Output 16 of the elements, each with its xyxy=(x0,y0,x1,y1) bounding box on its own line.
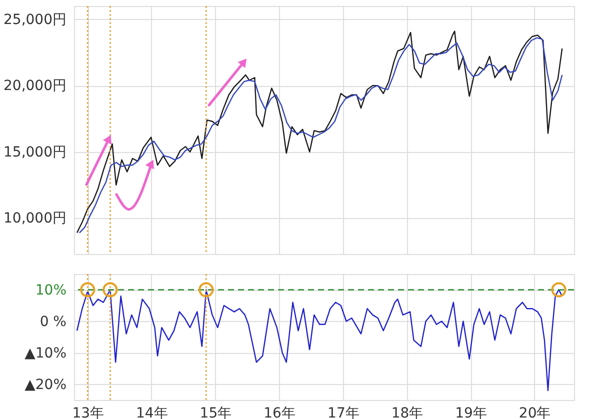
x-tick-label: 19年 xyxy=(455,406,487,419)
x-tick-label: 14年 xyxy=(136,406,168,419)
x-tick-label: 13年 xyxy=(72,406,104,419)
y-tick-label: ▲10% xyxy=(24,345,66,362)
y-tick-label: 10% xyxy=(35,282,66,298)
x-tick-label: 18年 xyxy=(391,406,424,419)
y-tick-label: 25,000円 xyxy=(4,12,66,28)
x-tick-label: 20年 xyxy=(518,406,551,419)
y-tick-label: 15,000円 xyxy=(4,144,66,160)
x-tick-label: 17年 xyxy=(328,406,360,419)
x-tick-label: 16年 xyxy=(264,406,296,419)
y-tick-label: 10,000円 xyxy=(4,210,66,227)
y-tick-label: ▲20% xyxy=(24,376,66,393)
y-tick-label: 20,000円 xyxy=(4,78,66,94)
y-tick-label: 0 % xyxy=(40,314,66,330)
x-tick-label: 15年 xyxy=(200,406,232,419)
